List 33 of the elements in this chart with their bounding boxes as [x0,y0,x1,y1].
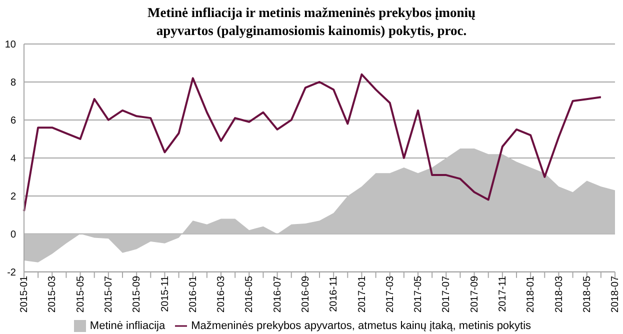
x-tick-label: 2017-09 [469,275,480,313]
x-tick-label: 2018-05 [582,275,593,313]
x-tick-label: 2015-01 [19,275,30,313]
legend-label: Metinė infliacija [90,320,166,332]
x-tick-label: 2015-11 [160,275,171,312]
x-tick-label: 2017-07 [441,275,452,313]
line-series [23,73,602,212]
x-tick-label: 2015-05 [75,275,86,313]
legend-label: Mažmeninės prekybos apyvartos, atmetus kainų įtaką, metinis pokytis [191,320,532,332]
x-tick-label: 2015-09 [132,275,143,313]
y-tick-label: 6 [10,116,16,127]
y-tick-label: 2 [10,191,16,202]
x-tick-label: 2016-07 [272,275,284,313]
x-tick-label: 2015-07 [104,275,115,313]
y-tick-label: 0 [10,229,16,240]
x-tick-label: 2016-03 [216,275,228,313]
x-tick-label: 2018-07 [610,275,622,313]
x-tick-label: 2017-05 [413,275,424,313]
x-tick-label: 2016-09 [300,275,312,313]
x-tick-label: 2016-11 [328,275,340,312]
chart-title: Metinė infliacija ir metinis mažmeninės prekybos įmonių apyvartos (palyginamosiomis kainomis) pokytis, proc. [146,4,476,40]
y-tick-label: 10 [4,40,16,51]
x-tick-label: 2018-03 [554,275,565,313]
x-tick-label: 2016-01 [188,275,199,313]
y-tick-label: 4 [10,154,16,165]
x-tick-label: 2016-05 [244,275,256,313]
x-tick-label: 2018-01 [526,275,537,313]
x-tick-label: 2015-03 [47,275,58,313]
x-tick-label: 2017-03 [384,275,396,313]
x-tick-label: 2017-01 [356,275,368,313]
y-tick-label: -2 [7,267,16,278]
x-tick-label: 2017-11 [498,275,509,312]
y-tick-label: 8 [10,78,16,89]
